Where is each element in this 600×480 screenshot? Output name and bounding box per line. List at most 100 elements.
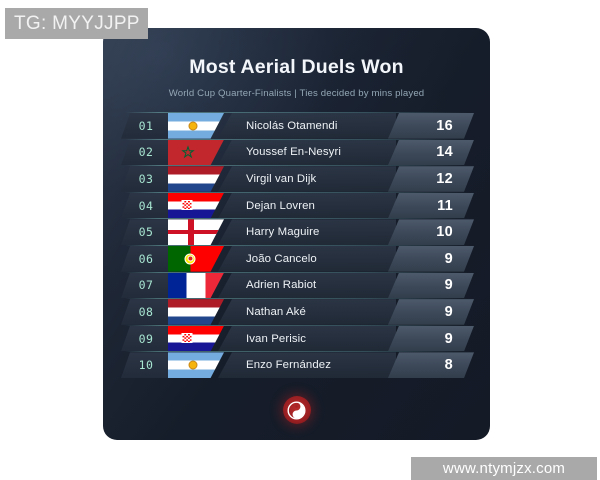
player-name-label: Adrien Rabiot [246, 279, 317, 292]
table-row[interactable]: 07 Adrien Rabiot 9 [113, 271, 480, 299]
value-panel: 14 [388, 140, 474, 166]
rank-label: 02 [138, 145, 154, 160]
flag-croatia-icon [168, 192, 224, 219]
tg-tag-overlay: TG: MYYJJPP [5, 8, 148, 39]
player-name-bar: Nathan Aké [218, 299, 396, 325]
flag-netherlands-icon [168, 299, 224, 325]
rank-badge: 10 [121, 352, 171, 378]
row-separator [125, 138, 470, 140]
rank-label: 07 [138, 278, 154, 293]
value-panel: 9 [388, 326, 474, 352]
player-name-bar: Nicolás Otamendi [218, 113, 396, 139]
value-label: 12 [436, 170, 453, 187]
player-name-label: Youssef En-Nesyri [246, 146, 341, 159]
rank-badge: 09 [121, 325, 171, 352]
rank-label: 04 [138, 198, 154, 213]
row-separator [125, 271, 470, 273]
flag-croatia-icon [168, 325, 224, 352]
player-name-bar: João Cancelo [218, 245, 396, 272]
rank-badge: 06 [121, 245, 171, 272]
rank-badge: 03 [121, 166, 171, 192]
flag-france-icon [168, 272, 224, 299]
player-name-bar: Virgil van Dijk [218, 166, 396, 192]
rank-badge: 05 [121, 219, 171, 245]
value-label: 9 [444, 330, 453, 347]
value-panel: 9 [388, 299, 474, 325]
table-row[interactable]: 05 Harry Maguire 10 [113, 218, 480, 245]
player-name-bar: Adrien Rabiot [218, 272, 396, 299]
player-name-label: Enzo Fernández [246, 359, 331, 372]
flag-morocco-icon [168, 139, 224, 166]
table-row[interactable]: 02 Youssef En-Nesyri 14 [113, 138, 480, 166]
flag-argentina-icon [168, 113, 224, 139]
rank-label: 10 [138, 358, 154, 373]
flag-argentina-icon [168, 352, 224, 378]
rank-label: 08 [138, 304, 154, 319]
player-name-bar: Ivan Perisic [218, 325, 396, 352]
rank-label: 06 [138, 251, 154, 266]
table-row[interactable]: 04 Dejan Lovren 11 [113, 191, 480, 219]
table-row[interactable]: 06 João Cancelo 9 [113, 244, 480, 272]
rank-label: 01 [138, 118, 154, 133]
rank-label: 03 [138, 171, 154, 186]
player-name-bar: Dejan Lovren [218, 192, 396, 219]
value-panel: 9 [388, 246, 474, 272]
table-row[interactable]: 01 Nicolás Otamendi 16 [113, 112, 480, 139]
table-row[interactable]: 08 Nathan Aké 9 [113, 298, 480, 325]
table-row[interactable]: 09 Ivan Perisic 9 [113, 324, 480, 352]
logo-container [103, 396, 490, 424]
row-separator [125, 298, 470, 300]
rank-badge: 07 [121, 272, 171, 299]
rank-label: 05 [138, 225, 154, 240]
value-label: 8 [444, 357, 453, 374]
flag-portugal-icon [168, 245, 224, 272]
value-label: 9 [444, 277, 453, 294]
value-panel: 12 [388, 166, 474, 192]
row-separator [125, 165, 470, 167]
rank-badge: 02 [121, 139, 171, 166]
value-label: 14 [436, 144, 453, 161]
value-label: 9 [444, 303, 453, 320]
rank-badge: 04 [121, 192, 171, 219]
card-header: Most Aerial Duels Won World Cup Quarter-… [103, 28, 490, 99]
player-name-label: Nicolás Otamendi [246, 119, 338, 132]
leaderboard-rows: 01 Nicolás Otamendi 16 02 Youssef En-Nesyri 1… [103, 112, 490, 378]
player-name-label: João Cancelo [246, 252, 317, 265]
row-separator [125, 351, 470, 353]
rank-badge: 08 [121, 299, 171, 325]
value-label: 9 [444, 250, 453, 267]
card-subtitle: World Cup Quarter-Finalists | Ties decid… [168, 88, 425, 99]
value-label: 10 [436, 224, 453, 241]
value-panel: 8 [388, 352, 474, 378]
rank-badge: 01 [121, 113, 171, 139]
value-panel: 10 [388, 219, 474, 245]
player-name-label: Virgil van Dijk [246, 172, 317, 185]
value-label: 16 [436, 117, 453, 134]
player-name-bar: Youssef En-Nesyri [218, 139, 396, 166]
player-name-label: Harry Maguire [246, 226, 320, 239]
rank-label: 09 [138, 331, 154, 346]
page-title: Most Aerial Duels Won [189, 56, 404, 78]
value-label: 11 [437, 197, 453, 214]
table-row[interactable]: 03 Virgil van Dijk 12 [113, 165, 480, 192]
player-name-label: Ivan Perisic [246, 332, 307, 345]
value-panel: 9 [388, 273, 474, 299]
row-separator [125, 324, 470, 326]
brand-logo-icon [282, 396, 311, 424]
site-watermark: www.ntymjzx.com [411, 457, 597, 480]
table-row[interactable]: 10 Enzo Fernández 8 [113, 351, 480, 378]
value-panel: 11 [388, 193, 474, 219]
player-name-bar: Enzo Fernández [218, 352, 396, 378]
flag-england-icon [168, 219, 224, 245]
player-name-label: Nathan Aké [246, 305, 306, 318]
leaderboard-card: Most Aerial Duels Won World Cup Quarter-… [103, 28, 490, 440]
player-name-label: Dejan Lovren [246, 199, 315, 212]
row-separator [125, 218, 470, 220]
value-panel: 16 [388, 113, 474, 139]
player-name-bar: Harry Maguire [218, 219, 396, 245]
row-separator [125, 191, 470, 193]
flag-netherlands-icon [168, 166, 224, 192]
row-separator [125, 244, 470, 246]
row-separator [125, 112, 470, 113]
